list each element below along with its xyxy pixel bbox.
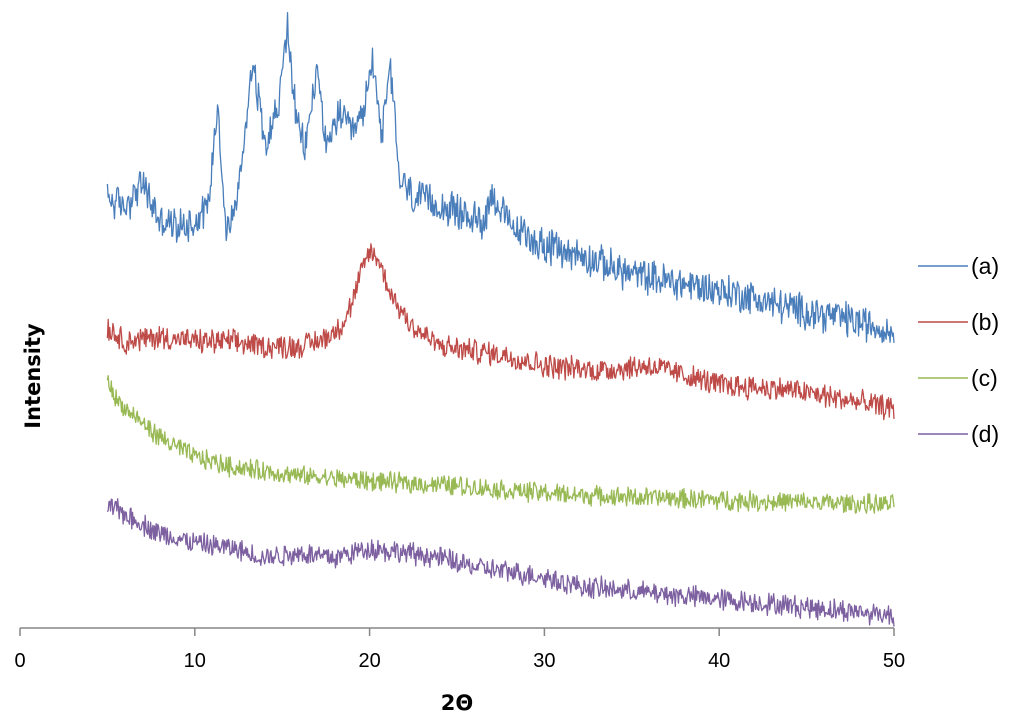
x-tick-label: 40 bbox=[708, 650, 730, 672]
legend-label: (a) bbox=[971, 253, 999, 279]
x-axis: 0 10 20 30 40 50 bbox=[14, 627, 905, 672]
legend-label: (d) bbox=[971, 421, 999, 447]
x-tick-label: 0 bbox=[14, 650, 25, 672]
x-axis-title: 2Θ bbox=[441, 691, 473, 715]
plot-series bbox=[106, 12, 895, 627]
series-line-2 bbox=[106, 243, 895, 421]
series-line-1 bbox=[106, 12, 895, 344]
series-line-3 bbox=[106, 375, 895, 514]
x-tick-label: 20 bbox=[358, 650, 380, 672]
legend: (a) (b) (c) (d) bbox=[918, 253, 999, 447]
x-ticks: 0 10 20 30 40 50 bbox=[14, 628, 905, 672]
x-tick-label: 10 bbox=[184, 650, 206, 672]
legend-label: (c) bbox=[971, 365, 998, 391]
legend-label: (b) bbox=[971, 309, 999, 335]
x-tick-label: 30 bbox=[533, 650, 555, 672]
y-axis-title: Intensity bbox=[21, 323, 45, 429]
series-line-4 bbox=[106, 498, 895, 627]
x-tick-label: 50 bbox=[883, 650, 905, 672]
